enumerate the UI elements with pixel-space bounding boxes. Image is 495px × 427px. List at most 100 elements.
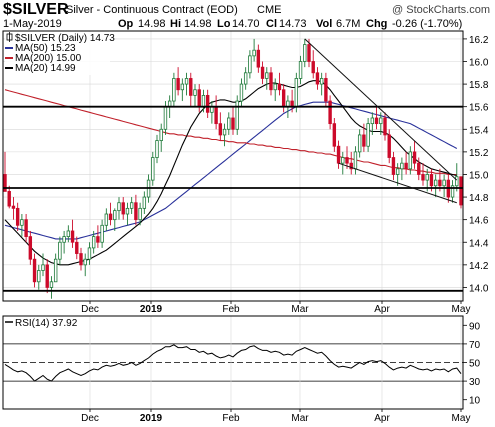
candle-body xyxy=(83,258,87,266)
ma-line-ma50 xyxy=(4,101,458,240)
candle-body xyxy=(319,78,324,85)
rsi-tick-label: 90 xyxy=(469,321,481,332)
candle-body xyxy=(222,128,227,136)
candle-body xyxy=(336,145,341,164)
price-tick-label: 14.0 xyxy=(469,283,489,294)
chart-description: Silver - Continuous Contract (EOD) xyxy=(66,4,238,16)
candle-body xyxy=(138,207,142,221)
rsi-month-label: Mar xyxy=(291,413,309,424)
candle-body xyxy=(201,94,206,108)
volume-label: Vol xyxy=(316,18,332,30)
stockcharts-watermark: @ StockCharts.com xyxy=(392,4,490,16)
candle-body xyxy=(256,49,261,68)
month-label: 2019 xyxy=(140,304,163,315)
legend-ma200: MA(200) 15.00 xyxy=(15,53,82,64)
candle-body xyxy=(412,151,417,164)
candle-body xyxy=(303,44,307,62)
candle-body xyxy=(117,202,121,212)
price-tick-label: 14.4 xyxy=(469,238,489,249)
change-value: -0.26 (-1.70%) xyxy=(392,18,462,30)
candle-body xyxy=(197,89,201,108)
month-axis-top: Dec 2019 Feb Mar Apr May xyxy=(81,301,470,315)
rsi-tick-label: 10 xyxy=(469,396,481,407)
candle-body xyxy=(273,83,277,91)
month-label: Dec xyxy=(81,304,99,315)
price-tick-label: 15.2 xyxy=(469,148,489,159)
high-value: 14.98 xyxy=(184,18,212,30)
price-axis: 14.0 14.2 14.4 14.6 14.8 15.0 15.2 15.4 15.6 15.8… xyxy=(463,35,489,294)
month-label: Feb xyxy=(222,304,240,315)
candle-body xyxy=(172,78,176,102)
candle-body xyxy=(341,157,345,164)
candle-body xyxy=(96,236,100,243)
candle-body xyxy=(357,134,362,153)
price-legend: $SILVER (Daily) 14.73 MA(50) 15.23 MA(20… xyxy=(5,32,115,75)
candle-body xyxy=(7,191,11,207)
candle-body xyxy=(79,253,83,266)
close-value: 14.73 xyxy=(279,18,307,30)
rsi-month-label: 2019 xyxy=(140,413,163,424)
candle-body xyxy=(315,72,320,85)
candle-body xyxy=(32,258,37,283)
candle-body xyxy=(374,117,379,125)
candle-body xyxy=(214,106,218,125)
rsi-month-label: May xyxy=(452,413,471,424)
candle-body xyxy=(24,219,28,238)
candle-body xyxy=(15,207,20,226)
month-axis-bottom: Dec 2019 Feb Mar Apr May xyxy=(81,409,470,424)
candle-body xyxy=(163,106,168,130)
support-resistance-lines xyxy=(3,38,463,292)
candle-body xyxy=(421,174,425,181)
candle-body xyxy=(387,134,391,158)
candle-body xyxy=(218,123,223,136)
candle-body xyxy=(307,44,311,62)
candle-body xyxy=(260,66,265,79)
candle-body xyxy=(205,94,210,113)
price-tick-label: 16.0 xyxy=(469,58,489,69)
candle-body xyxy=(155,140,159,158)
change-label: Chg xyxy=(366,18,387,30)
candle-body xyxy=(281,89,286,108)
candle-body xyxy=(37,270,41,283)
candle-body xyxy=(41,264,45,271)
candle-body xyxy=(408,151,413,170)
candle-body xyxy=(277,83,282,91)
candle-body xyxy=(66,230,71,238)
candle-body xyxy=(442,179,446,187)
candle-body xyxy=(113,210,117,221)
candle-body xyxy=(404,162,408,170)
candle-body xyxy=(391,157,396,175)
candle-body xyxy=(400,162,404,170)
candle-body xyxy=(45,264,49,288)
legend-ma50: MA(50) 15.23 xyxy=(15,43,76,54)
candle-body xyxy=(49,281,54,288)
candle-body xyxy=(11,205,16,209)
candle-body xyxy=(184,78,189,85)
price-tick-label: 15.0 xyxy=(469,170,489,181)
candle-body xyxy=(91,236,96,249)
candle-body xyxy=(134,202,138,221)
candle-body xyxy=(459,176,463,206)
month-label: May xyxy=(452,304,471,315)
close-label: Cl xyxy=(266,18,277,30)
candle-body xyxy=(53,258,58,283)
candle-body xyxy=(176,78,180,91)
price-tick-label: 14.6 xyxy=(469,216,489,227)
candle-body xyxy=(100,224,104,243)
trendline-upper xyxy=(304,38,458,181)
price-panel-frame xyxy=(2,30,464,302)
price-tick-label: 14.8 xyxy=(469,193,489,204)
candle-body xyxy=(189,78,193,96)
candle-body xyxy=(311,61,315,74)
rsi-line xyxy=(4,344,462,382)
candle-body xyxy=(142,196,147,209)
candle-body xyxy=(438,179,442,187)
candle-body xyxy=(362,134,366,147)
rsi-month-label: Feb xyxy=(222,413,240,424)
price-candles xyxy=(3,38,463,299)
candle-body xyxy=(75,241,79,254)
price-tick-label: 16.2 xyxy=(469,35,489,46)
candle-body xyxy=(455,176,459,187)
candle-body xyxy=(193,89,197,96)
